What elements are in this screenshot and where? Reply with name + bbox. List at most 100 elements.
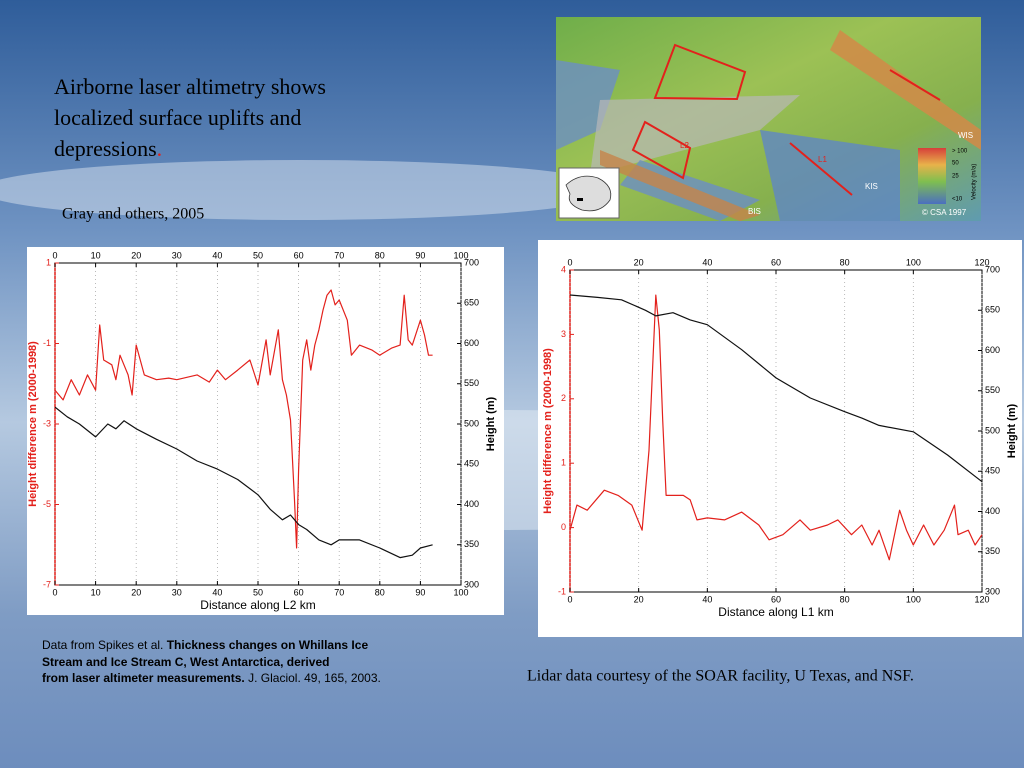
y2-tick-label: 600 (464, 338, 479, 348)
x-tick-label: 80 (375, 587, 385, 597)
x-axis-label: Distance along L1 km (718, 605, 833, 619)
y2-tick-label: 500 (464, 418, 479, 428)
y2-tick-label: 350 (464, 539, 479, 549)
colorbar-label: > 100 (952, 149, 968, 155)
colorbar-label: 25 (952, 174, 959, 180)
x-tick-label: 60 (294, 587, 304, 597)
colorbar-label: <10 (952, 197, 963, 203)
y2-tick-label: 650 (464, 298, 479, 308)
x-tick-label-top: 10 (91, 250, 101, 260)
citation-title: Thickness changes on Whillans Ice (167, 638, 369, 652)
inset-marker (577, 198, 583, 201)
y2-axis-label: Height (m) (1006, 403, 1018, 458)
x-tick-label: 80 (840, 594, 850, 604)
y2-tick-label: 700 (985, 264, 1000, 274)
data-line (569, 294, 983, 561)
y2-axis-label: Height (m) (485, 396, 497, 451)
y2-tick-label: 550 (464, 378, 479, 388)
x-tick-label-top: 100 (453, 250, 468, 260)
title-line: Airborne laser altimetry shows (54, 74, 326, 99)
x-tick-label: 90 (415, 587, 425, 597)
y2-tick-label: 600 (985, 345, 1000, 355)
citation: Data from Spikes et al. Thickness change… (42, 638, 368, 652)
y-tick-label: -5 (43, 499, 51, 509)
citation-start: Data from Spikes et al. (42, 638, 167, 652)
x-tick-label-top: 100 (906, 257, 921, 267)
y-tick-label: -7 (43, 579, 51, 589)
y2-tick-label: 400 (464, 499, 479, 509)
y-tick-label: 4 (561, 264, 566, 274)
study-box (631, 120, 692, 180)
x-axis-label: Distance along L2 km (200, 598, 315, 612)
ice-stream (830, 30, 981, 150)
map-label: KIS (865, 182, 878, 191)
map-region (556, 60, 620, 150)
y2-tick-label: 350 (985, 546, 1000, 556)
x-tick-label-top: 60 (294, 250, 304, 260)
data-line (54, 406, 433, 559)
x-tick-label: 0 (567, 594, 572, 604)
map: L2 L1 WIS KIS BIS > 100 50 25 <10 Veloci… (556, 17, 981, 221)
x-tick-label-top: 80 (375, 250, 385, 260)
y-axis-label: Height difference m (2000-1998) (542, 348, 554, 514)
citation-title: from laser altimeter measurements. (42, 671, 245, 685)
x-tick-label-top: 20 (131, 250, 141, 260)
x-tick-label-top: 30 (172, 250, 182, 260)
data-line (569, 294, 983, 483)
x-tick-label-top: 40 (212, 250, 222, 260)
y2-tick-label: 550 (985, 385, 1000, 395)
flight-line (789, 142, 853, 196)
study-box (653, 43, 747, 101)
y-tick-label: -3 (43, 418, 51, 428)
credit: Gray and others, 2005 (62, 206, 204, 223)
colorbar (918, 148, 946, 204)
x-tick-label: 0 (52, 587, 57, 597)
y2-tick-label: 700 (464, 257, 479, 267)
title-line: depressions. (54, 136, 162, 161)
title-line: localized surface uplifts and (54, 105, 301, 130)
colorbar-title: Velocity (m/a) (972, 164, 978, 200)
map-label: BIS (748, 207, 761, 216)
x-tick-label: 30 (172, 587, 182, 597)
x-tick-label: 20 (131, 587, 141, 597)
citation: from laser altimeter measurements. J. Gl… (42, 671, 381, 685)
x-tick-label-top: 50 (253, 250, 263, 260)
x-tick-label: 20 (634, 594, 644, 604)
x-tick-label: 40 (212, 587, 222, 597)
y-tick-label: -1 (43, 338, 51, 348)
y2-tick-label: 300 (464, 579, 479, 589)
x-tick-label-top: 70 (334, 250, 344, 260)
chart-panel (538, 240, 1022, 637)
x-tick-label-top: 0 (567, 257, 572, 267)
x-tick-label: 100 (906, 594, 921, 604)
chart-panel (27, 247, 504, 615)
lidar-credit: Lidar data courtesy of the SOAR facility… (527, 668, 914, 685)
inset-continent (565, 175, 612, 212)
y2-tick-label: 500 (985, 425, 1000, 435)
x-tick-label-top: 0 (52, 250, 57, 260)
title-end: . (157, 136, 163, 161)
y2-tick-label: 300 (985, 586, 1000, 596)
x-tick-label-top: 90 (415, 250, 425, 260)
ice-stream (600, 150, 760, 221)
y-tick-label: 0 (561, 522, 566, 532)
x-tick-label: 40 (702, 594, 712, 604)
y-tick-label: 2 (561, 393, 566, 403)
x-tick-label-top: 60 (771, 257, 781, 267)
x-tick-label: 120 (974, 594, 989, 604)
colorbar-label: 50 (952, 161, 959, 167)
y-axis-label: Height difference m (2000-1998) (27, 341, 39, 507)
x-tick-label: 50 (253, 587, 263, 597)
x-tick-label: 100 (453, 587, 468, 597)
y-tick-label: -1 (558, 586, 566, 596)
cloud (0, 160, 620, 220)
map-label: L1 (818, 155, 827, 164)
y2-tick-label: 650 (985, 305, 1000, 315)
x-tick-label-top: 20 (634, 257, 644, 267)
y-tick-label: 1 (46, 257, 51, 267)
y-tick-label: 1 (561, 458, 566, 468)
y2-tick-label: 450 (464, 459, 479, 469)
map-copyright: © CSA 1997 (922, 208, 967, 217)
x-tick-label: 60 (771, 594, 781, 604)
